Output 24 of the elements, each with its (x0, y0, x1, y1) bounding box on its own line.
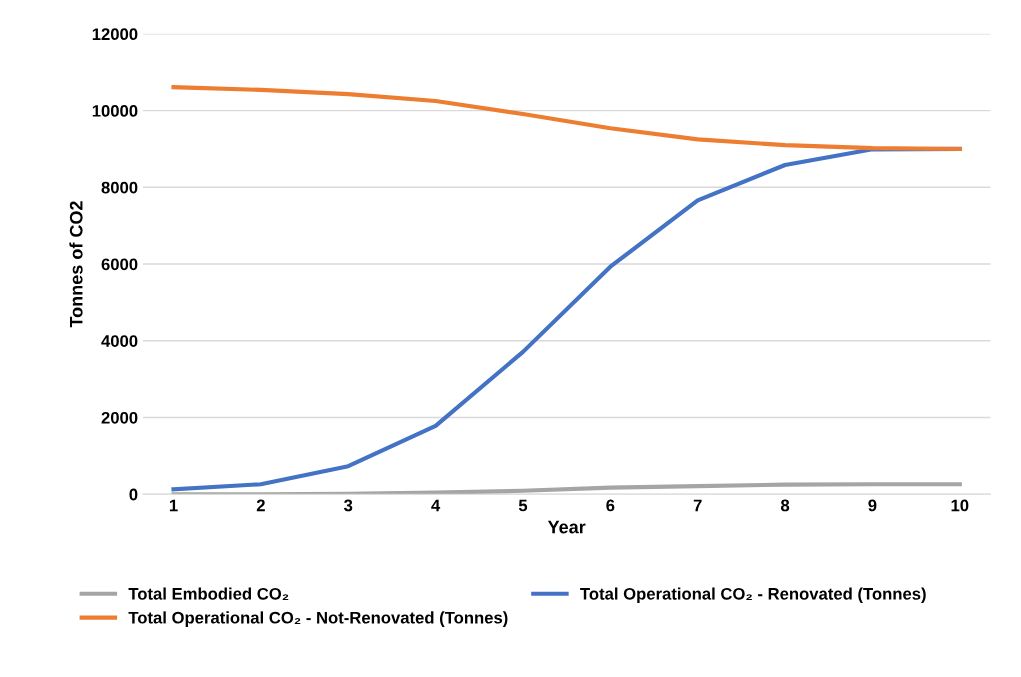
x-tick-label: 5 (518, 499, 528, 512)
x-tick-label: 8 (780, 499, 790, 512)
x-tick-label: 3 (343, 499, 353, 512)
y-tick-label: 12000 (92, 28, 138, 41)
x-tick-label: 4 (431, 499, 441, 512)
line-series (171, 85, 962, 152)
line-series (171, 482, 962, 495)
legend-label: Total Embodied CO₂ (128, 587, 289, 601)
x-tick-label: 6 (606, 499, 615, 512)
legend-label: Total Operational CO₂ - Renovated (Tonnes) (580, 587, 926, 604)
x-tick-label: 1 (169, 499, 178, 512)
x-tick-label: 2 (256, 499, 265, 512)
y-tick-label: 2000 (101, 411, 138, 424)
y-tick-label: 8000 (101, 181, 138, 194)
x-tick-label: 9 (868, 499, 877, 512)
legend-label: Total Operational CO₂ - Not-Renovated (Tonnes) (128, 611, 508, 627)
y-tick-label: 4000 (101, 335, 138, 347)
x-tick-label: 7 (693, 499, 702, 512)
x-tick-label: 10 (951, 499, 969, 512)
y-tick-label: 0 (129, 488, 138, 501)
y-tick-label: 6000 (101, 258, 138, 271)
x-axis-title: Year (547, 520, 586, 534)
y-axis-title: Tonnes of CO2 (69, 201, 83, 328)
y-tick-label: 10000 (92, 104, 138, 117)
